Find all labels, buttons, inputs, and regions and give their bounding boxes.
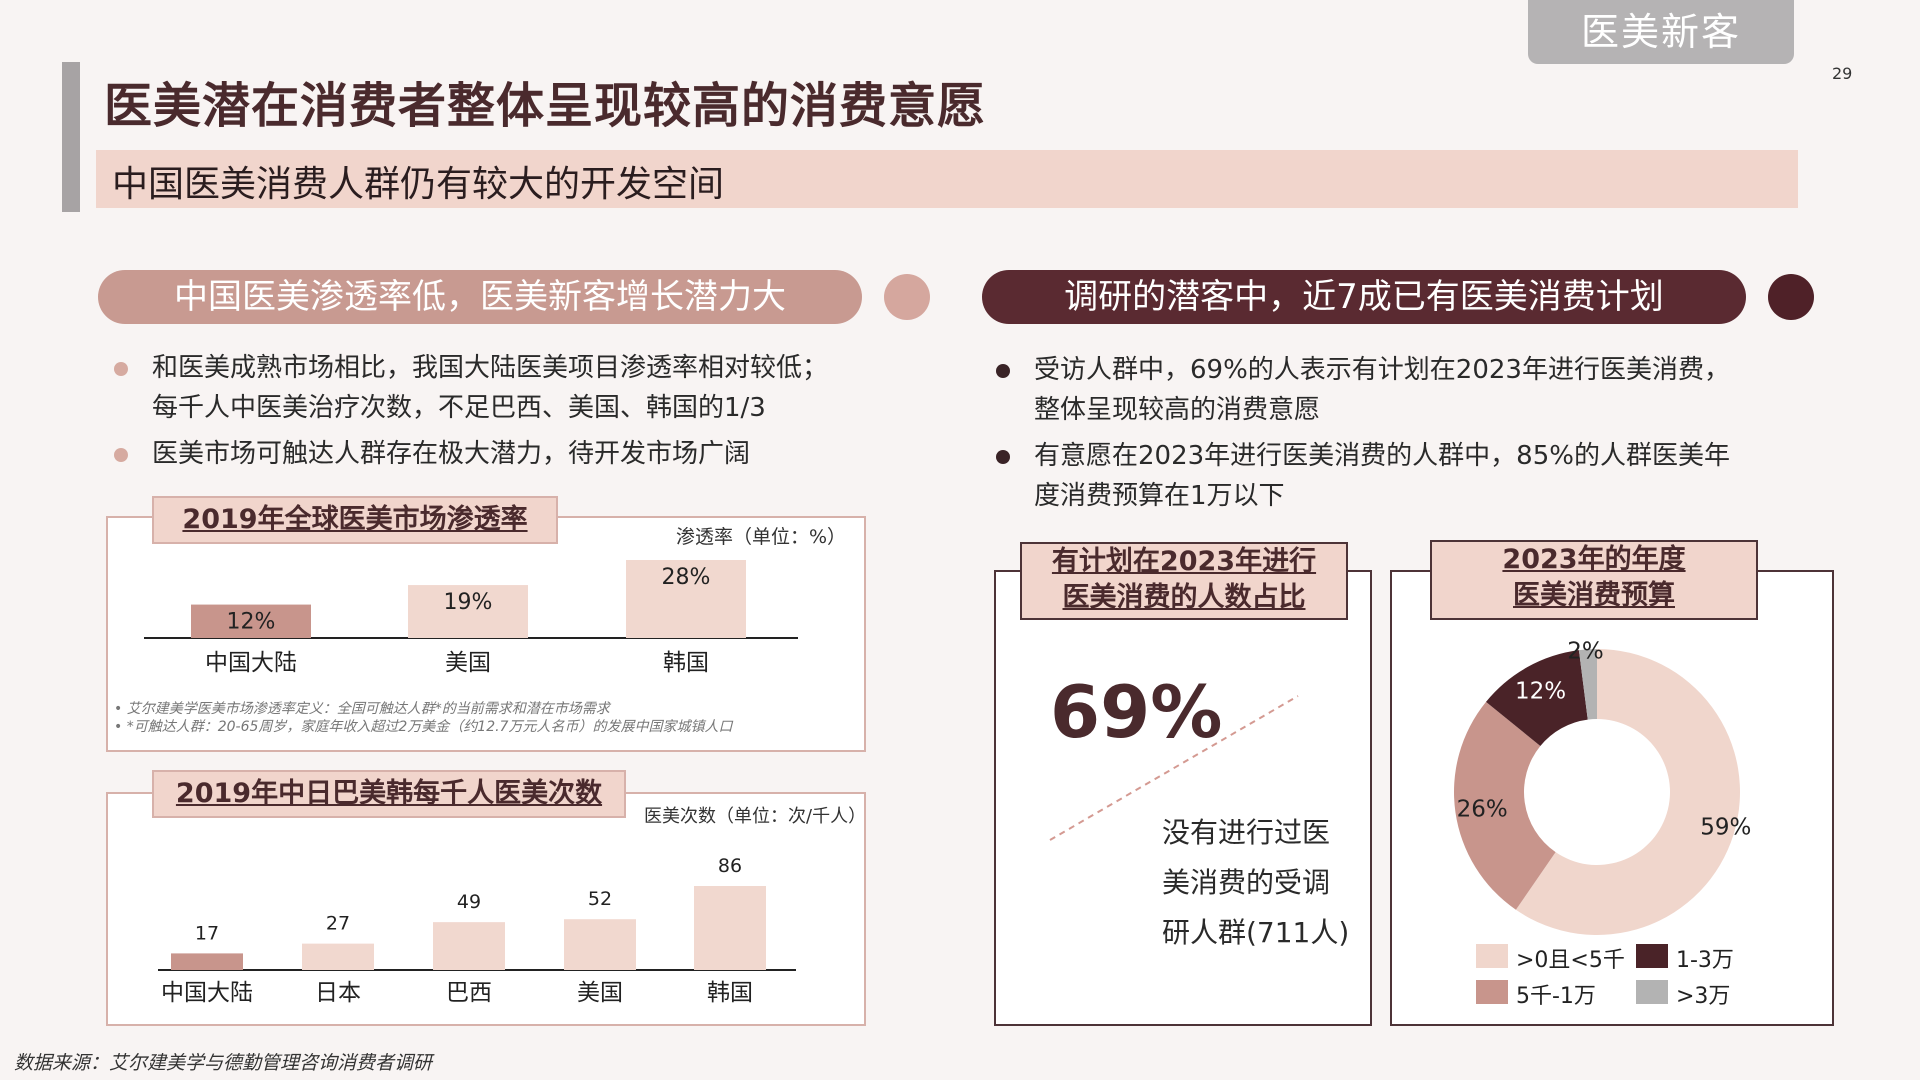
donut-slice xyxy=(1515,649,1740,935)
right-bullet-1-line2: 整体呈现较高的消费意愿 xyxy=(1034,395,1321,425)
title-accent-bar xyxy=(62,62,80,212)
budget-panel-title: 2023年的年度 医美消费预算 xyxy=(1430,540,1758,620)
category-label: 中国大陆 xyxy=(161,980,253,1006)
plan-description: 没有进行过医美消费的受调研人群(711人) xyxy=(1162,816,1350,949)
category-label: 美国 xyxy=(577,980,623,1006)
legend-swatch-1 xyxy=(1476,944,1508,968)
legend-label-1: >0且<5千 xyxy=(1516,948,1625,973)
legend-label-3: 1-3万 xyxy=(1676,948,1734,973)
bar-value-label: 17 xyxy=(195,922,219,944)
page-subtitle: 中国医美消费人群仍有较大的开发空间 xyxy=(112,164,725,205)
legend-label-4: >3万 xyxy=(1676,984,1731,1009)
plan-panel-title: 有计划在2023年进行 医美消费的人数占比 xyxy=(1020,542,1348,620)
donut-value-label: 2% xyxy=(1567,640,1604,664)
subtitle-banner xyxy=(96,150,1798,208)
bullet-dot xyxy=(114,362,128,376)
donut-slice xyxy=(1486,650,1588,746)
bar-value-label: 28% xyxy=(662,565,711,590)
penetration-chart-title: 2019年全球医美市场渗透率 xyxy=(152,496,558,544)
penetration-note-2: • *可触达人群：20-65周岁，家庭年收入超过2万美金（约12.7万元人名币）… xyxy=(114,719,733,735)
category-label: 巴西 xyxy=(446,980,492,1006)
bar-value-label: 27 xyxy=(326,913,350,935)
diagonal-divider xyxy=(1049,695,1299,841)
penetration-note-1: • 艾尔建美学医美市场渗透率定义：全国可触达人群*的当前需求和潜在市场需求 xyxy=(114,701,610,717)
plan-percentage: 69% xyxy=(1050,670,1223,754)
bar xyxy=(626,560,746,638)
donut-value-label: 12% xyxy=(1515,679,1566,705)
donut-slice xyxy=(1578,649,1597,720)
bar-value-label: 19% xyxy=(444,590,493,615)
section-tag: 医美新客 xyxy=(1528,0,1794,64)
plan-panel xyxy=(994,570,1372,1026)
bullet-dot xyxy=(996,364,1010,378)
right-section-heading: 调研的潜客中，近7成已有医美消费计划 xyxy=(982,270,1746,324)
right-heading-dot xyxy=(1768,274,1814,320)
bar xyxy=(408,585,528,638)
donut-value-label: 59% xyxy=(1700,814,1751,840)
bar xyxy=(694,886,766,970)
left-bullet-2: 医美市场可触达人群存在极大潜力，待开发市场广阔 xyxy=(152,439,751,469)
donut-slice xyxy=(1454,701,1556,910)
left-bullet-1-line1: 和医美成熟市场相比，我国大陆医美项目渗透率相对较低； xyxy=(152,353,829,383)
donut-value-label: 26% xyxy=(1457,797,1508,823)
legend-label-2: 5千-1万 xyxy=(1516,984,1596,1009)
plan-title-line1: 有计划在2023年进行 xyxy=(1051,546,1317,577)
data-source: 数据来源：艾尔建美学与德勤管理咨询消费者调研 xyxy=(14,1052,433,1074)
budget-title-line1: 2023年的年度 xyxy=(1502,544,1686,575)
legend-swatch-4 xyxy=(1636,980,1668,1004)
category-label: 韩国 xyxy=(663,650,709,676)
penetration-unit: 渗透率（单位：%） xyxy=(676,526,847,548)
page-title: 医美潜在消费者整体呈现较高的消费意愿 xyxy=(104,78,987,134)
right-bullet-2-line1: 有意愿在2023年进行医美消费的人群中，85%的人群医美年 xyxy=(1034,441,1730,471)
left-bullet-1-line2: 每千人中医美治疗次数，不足巴西、美国、韩国的1/3 xyxy=(152,393,766,423)
bar-value-label: 86 xyxy=(718,855,742,877)
right-bullet-1-line1: 受访人群中，69%的人表示有计划在2023年进行医美消费， xyxy=(1034,355,1730,385)
bar xyxy=(564,919,636,970)
plan-title-line2: 医美消费的人数占比 xyxy=(1062,582,1306,613)
per-thousand-chart-title: 2019年中日巴美韩每千人医美次数 xyxy=(152,770,626,818)
penetration-bar-chart: 12% 中国大陆 19% 美国 28% 韩国 xyxy=(144,560,798,676)
bullet-dot xyxy=(996,450,1010,464)
bar xyxy=(191,604,311,638)
category-label: 韩国 xyxy=(707,980,753,1006)
page-number: 29 xyxy=(1832,64,1853,83)
bullet-dot xyxy=(114,448,128,462)
bar xyxy=(433,922,505,970)
per-thousand-bar-chart: 17 中国大陆 27 日本 49 巴西 52 美国 86 韩国 xyxy=(158,855,796,1006)
category-label: 美国 xyxy=(445,650,491,676)
legend-swatch-3 xyxy=(1636,944,1668,968)
right-bullet-2-line2: 度消费预算在1万以下 xyxy=(1034,481,1285,511)
bar xyxy=(302,943,374,970)
legend-swatch-2 xyxy=(1476,980,1508,1004)
left-heading-dot xyxy=(884,274,930,320)
bar-value-label: 49 xyxy=(457,891,481,913)
budget-title-line2: 医美消费预算 xyxy=(1513,580,1675,611)
bar-value-label: 12% xyxy=(227,610,276,635)
category-label: 中国大陆 xyxy=(205,650,297,676)
category-label: 日本 xyxy=(315,980,361,1006)
left-section-heading: 中国医美渗透率低，医美新客增长潜力大 xyxy=(98,270,862,324)
budget-donut-chart: 59% 26% 12%2% xyxy=(1454,640,1751,935)
per-thousand-unit: 医美次数（单位：次/千人） xyxy=(644,806,867,827)
bar xyxy=(171,953,243,970)
bar-value-label: 52 xyxy=(588,888,612,910)
